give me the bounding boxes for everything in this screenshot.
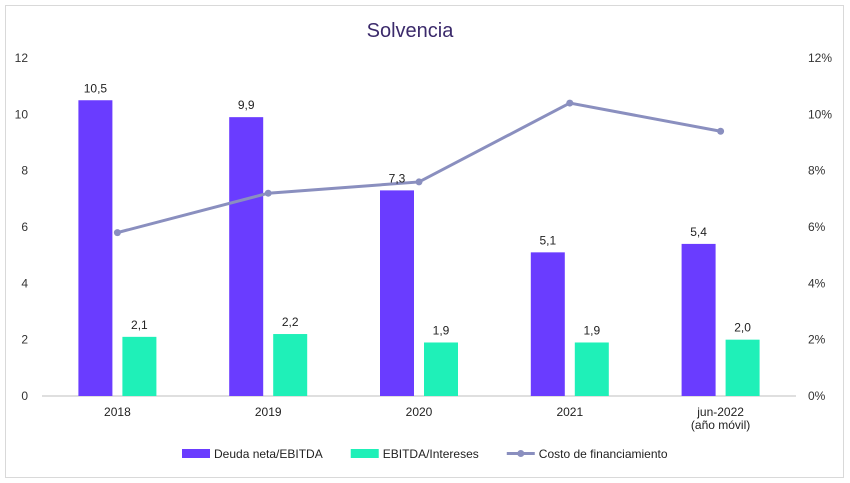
data-label: 5,4: [690, 225, 707, 239]
y-right-tick-label: 12%: [808, 51, 832, 65]
bar-deuda-neta-ebitda: [78, 100, 113, 396]
y-left-tick-label: 12: [15, 51, 29, 65]
y-left-tick-label: 6: [21, 220, 28, 234]
data-label: 7,3: [389, 171, 406, 185]
y-right-tick-label: 0%: [808, 389, 826, 403]
bar-ebitda-intereses: [122, 336, 157, 396]
chart-frame: [5, 5, 844, 478]
data-label: 9,9: [238, 98, 255, 112]
legend-swatch: [182, 449, 210, 458]
bar-deuda-neta-ebitda: [380, 190, 414, 396]
data-label: 10,5: [84, 81, 108, 95]
y-right-tick-label: 10%: [808, 107, 832, 121]
x-tick-label: 2019: [255, 405, 282, 419]
line-point: [717, 127, 725, 135]
y-right-tick-label: 2%: [808, 333, 826, 347]
data-label: 5,1: [539, 233, 556, 247]
x-tick-label: 2020: [406, 405, 433, 419]
legend-swatch: [350, 449, 379, 458]
line-point: [113, 229, 121, 237]
legend-swatch-marker: [517, 450, 525, 457]
data-label: 2,2: [282, 315, 299, 329]
y-left-tick-label: 10: [15, 107, 29, 121]
line-point: [415, 178, 423, 186]
y-right-tick-label: 6%: [808, 220, 826, 234]
y-left-tick-label: 4: [21, 276, 28, 290]
y-right-tick-label: 4%: [808, 276, 826, 290]
x-tick-label: 2021: [556, 405, 583, 419]
bar-deuda-neta-ebitda: [681, 243, 716, 396]
x-tick-label: jun-2022 (año móvil): [691, 405, 750, 432]
bar-ebitda-intereses: [574, 342, 609, 396]
line-point: [566, 99, 574, 107]
y-left-tick-label: 2: [21, 333, 28, 347]
bar-deuda-neta-ebitda: [530, 252, 565, 396]
legend-label: Costo de financiamiento: [539, 447, 668, 461]
y-right-tick-label: 8%: [808, 164, 826, 178]
data-label: 1,9: [433, 323, 450, 337]
bar-ebitda-intereses: [725, 339, 760, 396]
y-left-tick-label: 0: [21, 389, 28, 403]
bar-ebitda-intereses: [273, 334, 308, 396]
legend-label: Deuda neta/EBITDA: [214, 447, 323, 461]
bar-ebitda-intereses: [424, 342, 458, 396]
data-label: 1,9: [583, 323, 600, 337]
bar-deuda-neta-ebitda: [229, 117, 264, 397]
chart-title: Solvencia: [367, 20, 455, 42]
x-tick-label: 2018: [104, 405, 131, 419]
legend-label: EBITDA/Intereses: [383, 447, 479, 461]
line-point: [264, 189, 272, 197]
line-costo-de-financiamiento: [117, 101, 721, 235]
data-label: 2,1: [131, 318, 148, 332]
data-label: 2,0: [734, 321, 751, 335]
y-left-tick-label: 8: [21, 164, 28, 178]
